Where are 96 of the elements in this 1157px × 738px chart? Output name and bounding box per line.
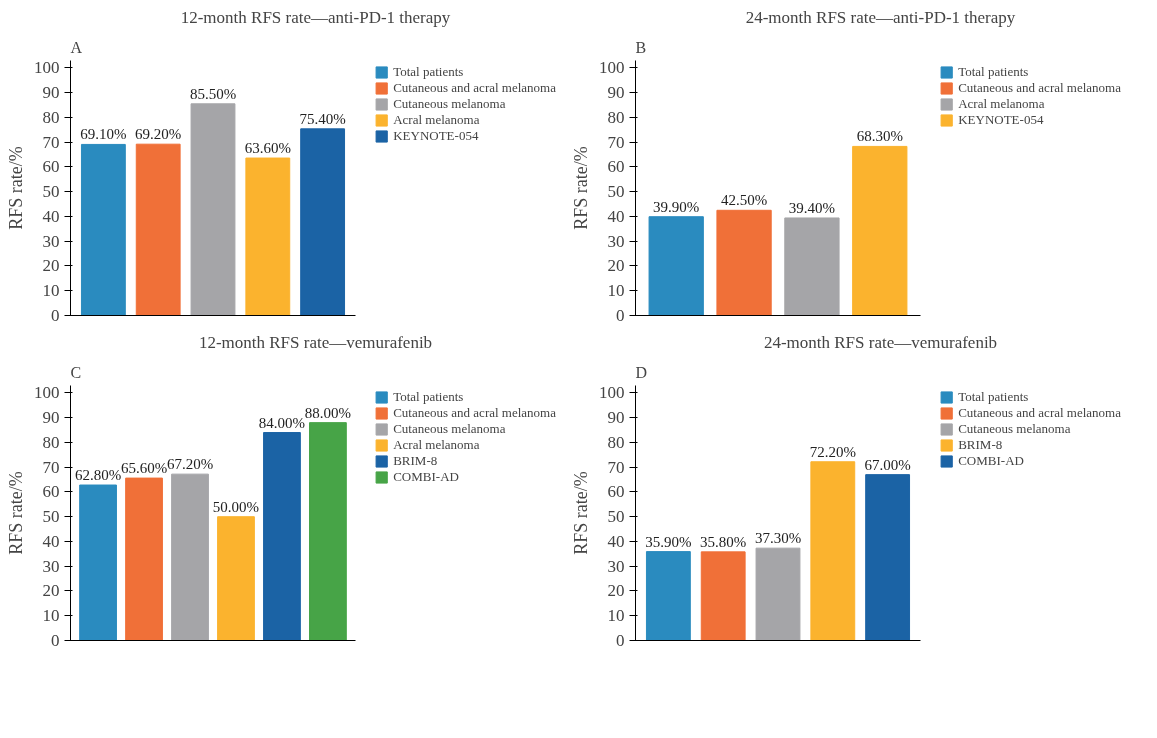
y-tick-label: 70 — [607, 457, 625, 477]
y-tick-label: 20 — [607, 256, 625, 276]
y-tick-label: 30 — [607, 556, 625, 576]
y-tick-label: 80 — [607, 432, 625, 452]
y-axis-title: RFS rate/% — [571, 471, 591, 555]
data-label: 63.60% — [244, 140, 291, 157]
data-label: 35.80% — [700, 533, 747, 550]
y-tick-label: 60 — [607, 157, 625, 177]
text: C — [70, 363, 82, 381]
data-label: 84.00% — [258, 414, 306, 431]
legend-label: Cutaneous melanoma — [393, 96, 506, 112]
data-label: 35.90% — [645, 533, 692, 550]
legend-label: Acral melanoma — [393, 112, 480, 128]
y-tick-label: 80 — [607, 107, 625, 127]
y-tick-label: 60 — [42, 482, 60, 502]
y-axis-title: RFS rate/% — [6, 471, 26, 555]
y-tick-label: 50 — [607, 182, 625, 202]
data-label: 75.40% — [299, 110, 346, 127]
y-tick-label: 100 — [34, 58, 60, 78]
data-label: 69.20% — [135, 126, 182, 143]
data-label: 67.20% — [166, 456, 214, 473]
text: D — [635, 363, 648, 381]
y-tick-label: 90 — [42, 408, 60, 428]
legend-label: Cutaneous and acral melanoma — [393, 405, 556, 421]
y-axis-title: RFS rate/% — [6, 146, 26, 230]
data-label: 88.00% — [304, 404, 352, 421]
legend-label: Cutaneous melanoma — [393, 421, 506, 437]
y-tick-label: 10 — [42, 281, 60, 301]
y-tick-label: 30 — [42, 231, 60, 251]
data-label: 72.20% — [809, 443, 856, 460]
legend-label: Acral melanoma — [958, 96, 1045, 112]
data-label: 69.10% — [80, 126, 127, 143]
y-tick-label: 70 — [42, 457, 60, 477]
y-tick-label: 80 — [42, 107, 60, 127]
chart-title: 24-month RFS rate—anti-PD-1 therapy — [745, 7, 1016, 27]
legend-label: BRIM-8 — [393, 453, 438, 469]
y-tick-label: 30 — [607, 231, 625, 251]
legend-label: COMBI-AD — [958, 453, 1024, 469]
y-tick-label: 100 — [599, 58, 625, 78]
data-label: 39.40% — [788, 199, 836, 216]
legend-label: Total patients — [393, 389, 464, 405]
y-tick-label: 60 — [607, 482, 625, 502]
text: B — [635, 38, 647, 56]
data-label: 65.60% — [120, 460, 168, 477]
y-tick-label: 20 — [607, 581, 625, 601]
data-label: 68.30% — [856, 128, 903, 145]
legend-label: COMBI-AD — [393, 469, 459, 485]
y-tick-label: 0 — [51, 631, 60, 650]
data-label: 62.80% — [74, 467, 122, 484]
data-label: 85.50% — [189, 85, 237, 102]
data-label: 42.50% — [720, 192, 768, 209]
y-tick-label: 10 — [42, 606, 60, 626]
data-label: 37.30% — [754, 530, 802, 547]
y-tick-label: 40 — [42, 531, 60, 551]
chart-title: 12-month RFS rate—vemurafenib — [198, 332, 433, 352]
legend-label: Cutaneous and acral melanoma — [958, 80, 1121, 96]
y-tick-label: 90 — [607, 408, 625, 428]
y-tick-label: 70 — [607, 132, 625, 152]
y-tick-label: 40 — [42, 206, 60, 226]
y-tick-label: 90 — [607, 83, 625, 103]
data-label: 39.90% — [653, 198, 700, 215]
y-tick-label: 40 — [607, 206, 625, 226]
chart-title: 12-month RFS rate—anti-PD-1 therapy — [180, 7, 451, 27]
y-tick-label: 30 — [42, 556, 60, 576]
legend-label: Cutaneous and acral melanoma — [393, 80, 556, 96]
legend-label: KEYNOTE-054 — [958, 112, 1044, 128]
legend-label: Acral melanoma — [393, 437, 480, 453]
data-label: 50.00% — [212, 498, 260, 515]
y-tick-label: 50 — [42, 507, 60, 527]
y-tick-label: 20 — [42, 256, 60, 276]
y-tick-label: 10 — [607, 281, 625, 301]
legend-label: KEYNOTE-054 — [393, 128, 479, 144]
y-tick-label: 100 — [34, 383, 60, 403]
y-tick-label: 100 — [599, 383, 625, 403]
legend-label: Total patients — [958, 64, 1029, 80]
legend-label: Total patients — [958, 389, 1029, 405]
legend-label: Total patients — [393, 64, 464, 80]
y-tick-label: 40 — [607, 531, 625, 551]
data-label: 67.00% — [864, 456, 911, 473]
y-tick-label: 20 — [42, 581, 60, 601]
chart-title: 24-month RFS rate—vemurafenib — [763, 332, 998, 352]
y-tick-label: 50 — [42, 182, 60, 202]
y-tick-label: 50 — [607, 507, 625, 527]
legend-label: Cutaneous and acral melanoma — [958, 405, 1121, 421]
y-tick-label: 10 — [607, 606, 625, 626]
y-tick-label: 0 — [616, 631, 625, 650]
y-axis-title: RFS rate/% — [571, 146, 591, 230]
y-tick-label: 70 — [42, 132, 60, 152]
y-tick-label: 0 — [616, 306, 625, 325]
y-tick-label: 90 — [42, 83, 60, 103]
y-tick-label: 80 — [42, 432, 60, 452]
y-tick-label: 0 — [51, 306, 60, 325]
text: A — [70, 38, 83, 56]
y-tick-label: 60 — [42, 157, 60, 177]
legend-label: Cutaneous melanoma — [958, 421, 1071, 437]
legend-label: BRIM-8 — [958, 437, 1003, 453]
